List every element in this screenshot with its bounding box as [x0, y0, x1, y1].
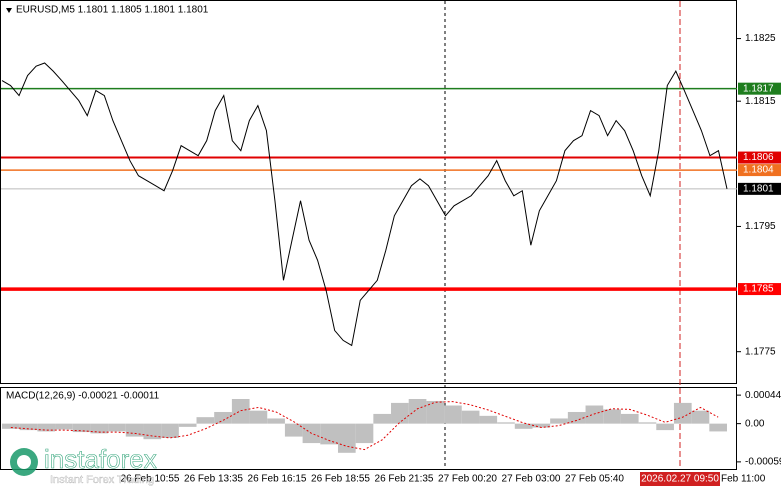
- y-tick-label: 1.1775: [745, 346, 776, 357]
- macd-bar: [108, 423, 126, 432]
- macd-bar: [656, 423, 674, 431]
- macd-bar: [709, 423, 727, 432]
- macd-bar: [620, 413, 639, 424]
- macd-bar: [55, 423, 73, 430]
- macd-bar: [231, 399, 250, 424]
- x-tick-label: 27 Feb 05:40: [565, 474, 624, 485]
- signal-line: [10, 401, 719, 451]
- macd-bar: [125, 423, 144, 437]
- macd-bar: [444, 405, 462, 424]
- x-tick-label: 26 Feb 10:55: [121, 474, 180, 485]
- macd-bar: [497, 422, 515, 424]
- x-tick-label: 27 Feb 03:00: [502, 474, 561, 485]
- macd-bar: [72, 423, 91, 433]
- price-line: [1, 62, 728, 347]
- macd-bar: [37, 423, 56, 432]
- macd-bar: [532, 423, 551, 428]
- macd-bar: [214, 411, 232, 424]
- macd-bar: [585, 405, 604, 424]
- macd-bar: [691, 410, 710, 424]
- macd-bar: [90, 423, 109, 434]
- level-label: 1.1806: [743, 152, 774, 163]
- macd-bar: [2, 423, 20, 429]
- chart-title: EURUSD,M5 1.1801 1.1805 1.1801 1.1801: [16, 5, 209, 16]
- level-label-box: [738, 283, 781, 296]
- brand-name: instaforex: [44, 444, 157, 474]
- macd-bar: [603, 409, 621, 424]
- macd-bar: [550, 418, 568, 424]
- macd-bar: [19, 423, 38, 431]
- x-tick-label: 27 Feb 00:20: [438, 474, 497, 485]
- level-label-box: [738, 182, 781, 195]
- macd-bar: [373, 413, 392, 424]
- macd-bar: [479, 415, 498, 424]
- macd-bar: [196, 417, 215, 424]
- level-label-box: [738, 82, 781, 95]
- y-tick-label: 1.1795: [745, 221, 776, 232]
- level-label: 1.1804: [743, 165, 774, 176]
- logo: instaforex Instant Forex Trading: [10, 444, 157, 486]
- marks: 1.1775 1.1795 1.1815 1.1825 1.1817 1.1806 1.18…: [1, 33, 781, 486]
- level-label: 1.1801: [743, 184, 774, 195]
- level-label: 1.1785: [743, 284, 774, 295]
- macd-bar: [161, 423, 179, 438]
- macd-bar: [284, 423, 303, 437]
- macd-bar: [320, 423, 338, 445]
- crosshair-label: 2026.02.27 09:50: [641, 474, 719, 485]
- macd-bar: [426, 400, 445, 424]
- macd-bar: [567, 411, 586, 424]
- level-label: 1.1817: [743, 83, 774, 94]
- y-tick-label: 0.00: [745, 418, 765, 429]
- level-label-box: [738, 151, 781, 164]
- x-tick-label: 26 Feb 18:55: [311, 474, 370, 485]
- macd-bar: [355, 423, 374, 444]
- y-tick-label: 1.1825: [745, 33, 776, 44]
- macd-bar: [514, 423, 533, 429]
- level-label-box: [738, 164, 781, 177]
- x-tick-label: 26 Feb 13:35: [184, 474, 243, 485]
- macd-bar: [638, 422, 657, 424]
- x-tick-label: 26 Feb 21:35: [375, 474, 434, 485]
- macd-bar: [249, 410, 268, 424]
- macd-title: MACD(12,26,9) -0.00021 -0.00011: [6, 391, 160, 402]
- brand-slogan: Instant Forex Trading: [50, 474, 154, 486]
- arrow-icon: [6, 8, 12, 13]
- macd-bar: [461, 410, 480, 424]
- crosshair-label-box: [640, 472, 720, 486]
- y-tick-label: 1.1815: [745, 96, 776, 107]
- price-frame: [0, 0, 737, 384]
- x-tick-label: Feb 11:00: [721, 474, 766, 485]
- y-tick-label: 0.00044: [745, 390, 781, 401]
- macd-bar: [337, 423, 356, 453]
- macd-bar: [408, 399, 427, 424]
- macd-bar: [178, 423, 197, 427]
- macd-bar: [267, 418, 285, 424]
- macd-frame: [0, 387, 737, 470]
- macd-bar: [391, 402, 409, 424]
- y-tick-label: -0.00059: [745, 457, 781, 468]
- x-tick-label: 26 Feb 16:15: [248, 474, 307, 485]
